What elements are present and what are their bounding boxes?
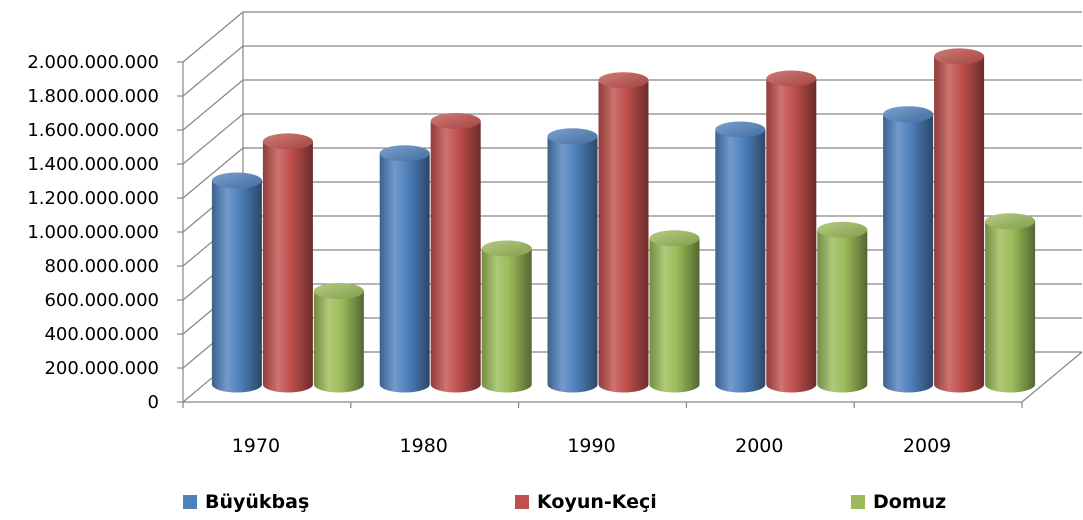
bar-body: [262, 141, 313, 393]
bar-top: [985, 213, 1036, 230]
axes: [177, 61, 1023, 408]
bar-top: [211, 172, 262, 189]
bar-top: [379, 145, 430, 162]
bar-body: [985, 221, 1036, 393]
x-tick-label: 1970: [232, 435, 280, 457]
y-tick-label: 600.000.000: [44, 290, 159, 311]
y-tick-label: 0: [148, 392, 159, 413]
x-tick-label: 2009: [903, 435, 951, 457]
bar-buyukbas-1970: [211, 172, 262, 393]
bar-koyun-keci-2009: [934, 48, 985, 393]
y-tick-label: 1.000.000.000: [27, 222, 159, 243]
bar-top: [481, 240, 532, 257]
bar-chart-3d: 0 200.000.000 400.000.000 600.000.000 800.00…: [27, 11, 1083, 457]
legend-label-koyun-keci: Koyun-Keçi: [537, 491, 657, 513]
gridline-side: [182, 45, 244, 97]
legend-label-buyukbas: Büyükbaş: [205, 491, 310, 513]
bar-buyukbas-1990: [547, 128, 598, 393]
gridline-side: [182, 113, 244, 165]
bar-koyun-keci-1990: [598, 72, 649, 393]
bar-top: [547, 128, 598, 145]
bar-body: [766, 78, 817, 393]
bar-body: [649, 238, 700, 393]
bar-body: [547, 136, 598, 393]
bar-buyukbas-1980: [379, 145, 430, 393]
bar-top: [715, 121, 766, 138]
bar-koyun-keci-1980: [430, 113, 481, 393]
bar-domuz-2000: [817, 221, 868, 393]
bar-body: [934, 56, 985, 393]
bar-domuz-1980: [481, 240, 532, 393]
bar-domuz-1990: [649, 230, 700, 393]
legend-swatch-koyun-keci: [515, 495, 529, 509]
y-tick-label: 800.000.000: [44, 256, 159, 277]
bar-top: [313, 283, 364, 299]
bar-body: [481, 248, 532, 393]
bar-body: [313, 291, 364, 393]
bar-top: [766, 70, 817, 87]
x-tick-label: 1980: [400, 435, 448, 457]
gridline-side: [182, 79, 244, 131]
bar-body: [883, 114, 934, 393]
bar-top: [430, 113, 481, 129]
bar-body: [379, 153, 430, 393]
gridline-side: [182, 11, 244, 63]
legend-item-domuz: Domuz: [851, 491, 946, 513]
legend-item-buyukbas: Büyükbaş: [183, 491, 309, 513]
x-tick-label: 2000: [735, 435, 783, 457]
y-tick-label: 1.600.000.000: [27, 120, 159, 141]
bar-domuz-1970: [313, 283, 364, 393]
bar-top: [817, 221, 868, 238]
bar-koyun-keci-2000: [766, 70, 817, 393]
y-tick-label: 1.400.000.000: [27, 154, 159, 175]
legend-swatch-buyukbas: [183, 495, 197, 509]
y-tick-label: 1.800.000.000: [27, 86, 159, 107]
bar-top: [649, 230, 700, 247]
bar-body: [715, 129, 766, 393]
legend-label-domuz: Domuz: [873, 491, 947, 513]
bar-domuz-2009: [985, 213, 1036, 393]
bar-koyun-keci-1970: [262, 133, 313, 393]
gridline-side: [182, 147, 244, 199]
bar-body: [430, 121, 481, 393]
bar-buyukbas-2009: [883, 106, 934, 393]
bar-body: [817, 229, 868, 393]
bar-buyukbas-2000: [715, 121, 766, 393]
bar-top: [934, 48, 985, 65]
legend-swatch-domuz: [851, 495, 865, 509]
y-tick-label: 400.000.000: [44, 324, 159, 345]
tick-labels: 0 200.000.000 400.000.000 600.000.000 800.00…: [27, 52, 951, 457]
bar-top: [883, 106, 934, 123]
floor-right-edge: [1021, 351, 1083, 403]
bars: [211, 48, 1036, 393]
y-tick-label: 2.000.000.000: [27, 52, 159, 73]
x-tick-label: 1990: [567, 435, 615, 457]
y-tick-label: 1.200.000.000: [27, 188, 159, 209]
bar-body: [211, 180, 262, 393]
bar-top: [262, 133, 313, 150]
bar-top: [598, 72, 649, 89]
y-tick-label: 200.000.000: [44, 358, 159, 379]
legend-item-koyun-keci: Koyun-Keçi: [515, 491, 657, 513]
bar-body: [598, 80, 649, 393]
